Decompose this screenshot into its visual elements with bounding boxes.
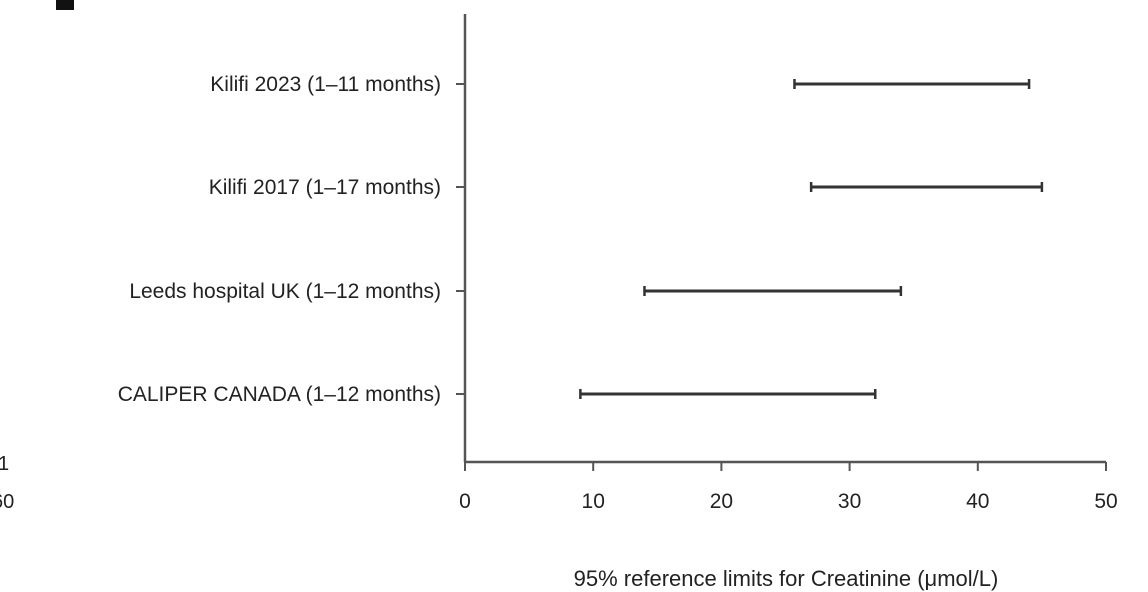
- x-tick-label: 20: [710, 490, 733, 513]
- panel-letter-fragment: [56, 0, 74, 10]
- x-axis-title: 95% reference limits for Creatinine (μmo…: [574, 566, 999, 591]
- x-tick-label: 0: [459, 490, 471, 513]
- category-label: Kilifi 2017 (1–17 months): [209, 176, 441, 199]
- x-tick-label: 40: [966, 490, 989, 513]
- category-label: Kilifi 2023 (1–11 months): [210, 73, 441, 96]
- x-axis-ticks: 0 10 20 30 40 50: [459, 462, 1118, 513]
- left-tick-value-fragment: 60: [0, 491, 14, 513]
- category-label: CALIPER CANADA (1–12 months): [118, 383, 441, 406]
- x-tick-label: 50: [1094, 490, 1117, 513]
- left-tick-fragment: 1: [0, 453, 9, 475]
- edge-fragments: 1 60: [0, 0, 74, 513]
- x-tick-label: 10: [582, 490, 605, 513]
- reference-ranges: [579, 79, 1044, 399]
- x-tick-label: 30: [838, 490, 861, 513]
- axes: [463, 14, 1106, 464]
- category-label: Leeds hospital UK (1–12 months): [129, 280, 441, 303]
- category-labels: Kilifi 2023 (1–11 months) Kilifi 2017 (1–…: [118, 73, 465, 406]
